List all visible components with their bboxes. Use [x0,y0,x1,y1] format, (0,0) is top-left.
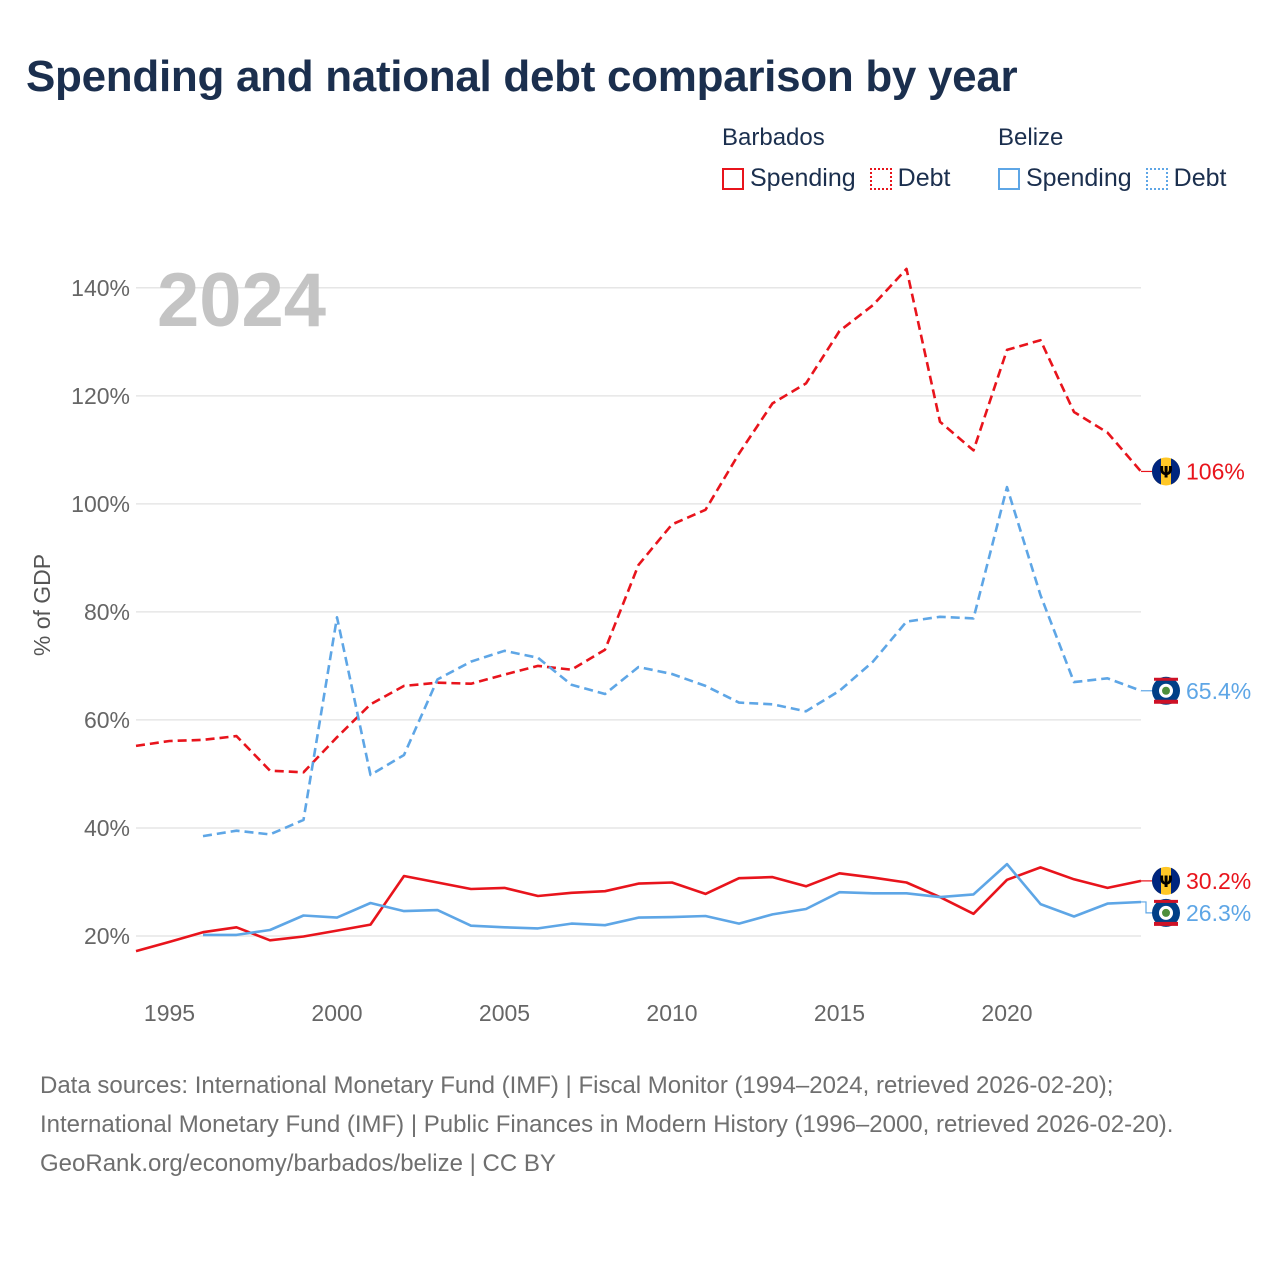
belize-debt-line[interactable] [202,485,1142,838]
x-tick-label: 1995 [144,1000,195,1026]
data-sources: Data sources: International Monetary Fun… [40,1072,1174,1138]
legend-barbados: Barbados Spending Debt [722,124,950,193]
line-chart: 2024 % of GDP 20% 40% 60% 80% 100% 120% 140% 1… [29,258,1251,1026]
legend-item-label: Debt [897,164,951,192]
dotted-line-swatch-icon [1145,167,1168,190]
end-value-label: 106% [1186,458,1245,484]
svg-text:Ψ: Ψ [1159,462,1173,481]
belize-spending-line[interactable] [203,862,1142,937]
y-tick-labels: 20% 40% 60% 80% 100% 120% 140% [71,275,130,949]
barbados-flag-icon: Ψ [1152,457,1180,486]
label-connector [1141,901,1152,914]
x-tick-label: 2015 [814,1000,865,1026]
legend-country-label: Belize [998,124,1064,151]
legend-item-label: Debt [1173,164,1227,192]
svg-text:Ψ: Ψ [1159,872,1173,891]
belize-flag-icon [1152,676,1180,705]
legend-belize-spending[interactable]: Spending [998,164,1132,193]
belize-flag-icon [1152,898,1180,927]
end-value-label: 65.4% [1186,678,1251,704]
x-tick-label: 2020 [981,1000,1032,1026]
legend-item-label: Spending [750,164,856,192]
y-tick-label: 140% [71,275,130,301]
x-tick-label: 2005 [479,1000,530,1026]
end-value-label: 30.2% [1186,868,1251,894]
solid-line-swatch-icon [722,167,744,190]
legend-belize: Belize Spending Debt [998,124,1226,193]
x-tick-label: 2010 [646,1000,697,1026]
legend-barbados-spending[interactable]: Spending [722,164,856,193]
barbados-spending-line[interactable] [135,866,1142,953]
barbados-debt-line[interactable] [135,267,1142,774]
x-tick-label: 2000 [311,1000,362,1026]
y-tick-label: 60% [84,707,130,733]
legend-belize-debt[interactable]: Debt [1145,164,1227,193]
end-value-label: 26.3% [1186,900,1251,926]
y-tick-label: 100% [71,491,130,517]
series-lines [135,267,1142,953]
legend-barbados-debt[interactable]: Debt [869,164,951,193]
y-axis-label: % of GDP [29,554,55,656]
legend-country-label: Barbados [722,124,825,151]
credit-link[interactable]: GeoRank.org/economy/barbados/belize | CC… [40,1150,556,1177]
y-tick-label: 80% [84,599,130,625]
y-tick-label: 40% [84,815,130,841]
chart-title: Spending and national debt comparison by… [26,52,1018,101]
y-tick-label: 20% [84,923,130,949]
year-watermark: 2024 [157,258,326,343]
y-tick-label: 120% [71,383,130,409]
end-labels: Ψ 106% 65.4% Ψ 30.2% 26.3% [1141,457,1251,927]
solid-line-swatch-icon [998,167,1020,190]
footer: Data sources: International Monetary Fun… [40,1066,1240,1183]
barbados-flag-icon: Ψ [1152,866,1180,895]
legend-item-label: Spending [1026,164,1132,192]
grid-lines [136,287,1141,937]
x-tick-labels: 1995 2000 2005 2010 2015 2020 [144,1000,1033,1026]
dotted-line-swatch-icon [869,167,892,190]
